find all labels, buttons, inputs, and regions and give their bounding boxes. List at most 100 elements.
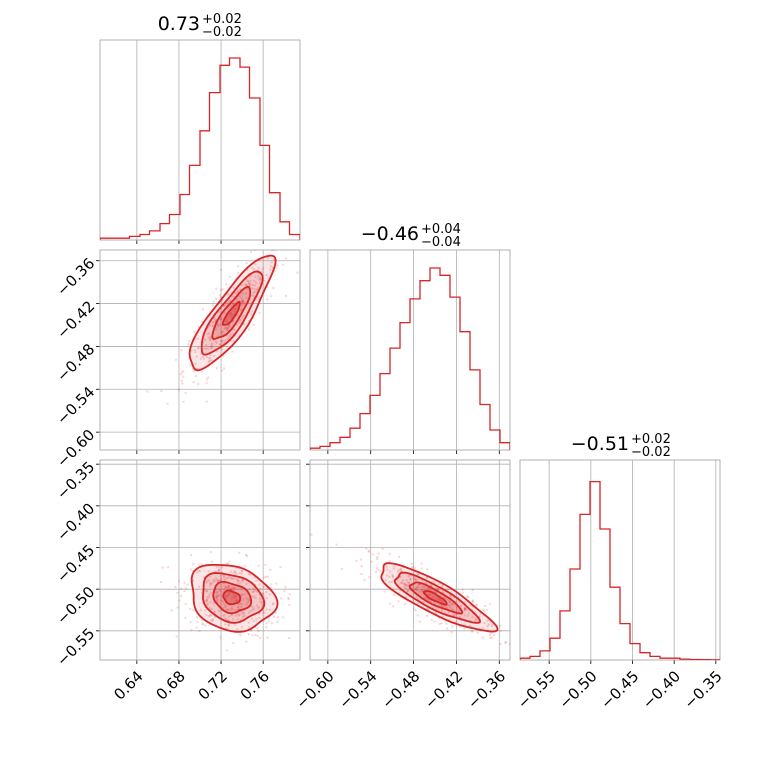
sample-point [252,587,255,591]
sample-point [206,332,210,336]
sample-point [225,319,228,322]
sample-point [463,608,467,611]
sample-point [411,566,414,569]
contour-level-4 [221,300,241,326]
sample-point [488,634,491,637]
sample-point [254,281,258,284]
sample-point [178,599,181,602]
sample-point [219,574,222,578]
title-param-2-minus: −0.04 [421,235,461,250]
sample-point [471,600,474,603]
sample-point [211,321,214,324]
contour-level-1 [190,564,279,633]
sample-point [235,572,238,576]
sample-point [215,341,219,344]
sample-point [197,569,200,572]
sample-point [232,586,236,590]
sample-point [405,586,408,590]
sample-point [211,324,214,327]
sample-point [225,595,229,598]
sample-point [182,400,185,403]
sample-point [481,636,485,639]
sample-point [401,569,404,573]
sample-point [246,598,249,601]
sample-point [426,598,429,601]
sample-point [250,595,254,598]
sample-point [224,339,227,342]
sample-point [241,579,244,582]
sample-point [260,601,264,604]
sample-point [197,382,200,386]
sample-point [195,615,199,619]
sample-point [463,609,466,612]
sample-point [388,581,391,584]
sample-point [463,607,467,610]
sample-point [226,314,230,318]
sample-point [466,614,469,618]
sample-point [180,379,183,383]
sample-point [483,609,486,613]
sample-point [417,572,420,576]
sample-point [407,575,410,578]
sample-point [244,292,248,295]
sample-point [252,590,255,594]
sample-point [451,625,454,628]
sample-point [463,607,466,610]
sample-point [391,573,394,577]
sample-point [461,588,464,591]
sample-point [226,608,229,612]
sample-point [226,318,229,321]
sample-point [229,333,233,336]
sample-point [228,608,231,612]
sample-point [218,588,221,591]
sample-point [204,347,208,350]
sample-point [360,565,363,568]
sample-point [182,375,185,378]
sample-point [446,606,449,609]
sample-point [467,612,470,615]
sample-point [205,589,208,593]
sample-point [272,615,276,619]
sample-point [216,597,219,601]
sample-point [258,636,262,640]
sample-point [484,604,487,608]
sample-point [244,283,248,286]
sample-point [445,598,449,601]
sample-point [256,627,259,630]
sample-point [205,590,209,593]
sample-point [274,611,278,615]
sample-point [266,636,269,639]
sample-point [370,560,373,563]
sample-point [419,590,422,594]
sample-point [224,594,227,597]
sample-point [221,332,224,336]
sample-point [277,616,280,619]
sample-point [238,613,241,616]
sample-point [174,585,177,589]
sample-point [204,338,207,341]
sample-point [229,312,232,315]
sample-point [188,339,191,343]
sample-point [227,586,230,589]
sample-point [272,602,275,605]
sample-point [240,296,243,299]
sample-point [252,323,255,327]
sample-point [176,591,179,594]
sample-point [209,358,212,362]
sample-point [207,360,210,363]
sample-point [208,575,211,578]
contour-level-2 [393,571,482,624]
sample-point [212,578,215,582]
xtick-label-2-5: −0.36 [464,667,509,712]
sample-point [208,359,211,363]
sample-point [225,562,228,565]
sample-point [253,589,256,592]
sample-point [244,564,247,568]
panel-2-1-frame [99,249,301,451]
sample-point [188,363,192,366]
sample-point [209,584,212,587]
sample-point [170,609,173,612]
sample-point [415,595,418,598]
hist-3-steps [520,480,720,660]
sample-point [296,271,299,274]
